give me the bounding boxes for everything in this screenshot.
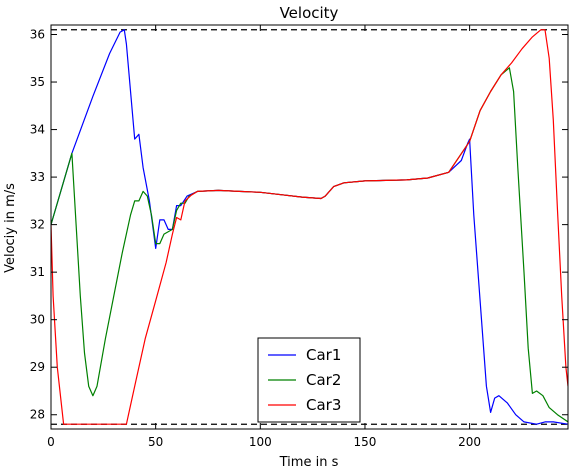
x-axis-label: Time in s xyxy=(279,455,339,470)
plot-frame xyxy=(50,24,569,430)
y-axis-label: Velociy in m/s xyxy=(3,183,18,273)
series-line-car3 xyxy=(51,29,568,425)
y-tick-label: 29 xyxy=(30,360,45,374)
chart-title: Velocity xyxy=(280,4,339,22)
y-tick-label: 28 xyxy=(30,408,45,422)
legend-label-car3: Car3 xyxy=(306,396,341,414)
axes: 0 50 100 150 200 28 29 30 31 32 33 34 35 36 xyxy=(30,24,569,449)
x-tick-label: 100 xyxy=(249,435,272,449)
x-tick-label: 0 xyxy=(47,435,55,449)
legend-label-car1: Car1 xyxy=(306,346,341,364)
legend: Car1 Car2 Car3 xyxy=(257,337,361,423)
legend-label-car2: Car2 xyxy=(306,371,341,389)
x-tick-label: 50 xyxy=(148,435,163,449)
y-tick-label: 35 xyxy=(30,75,45,89)
y-tick-label: 36 xyxy=(30,28,45,42)
y-tick-label: 32 xyxy=(30,218,45,232)
plot-area xyxy=(51,29,568,425)
x-tick-label: 200 xyxy=(458,435,481,449)
y-tick-label: 31 xyxy=(30,265,45,279)
y-tick-label: 34 xyxy=(30,123,45,137)
y-tick-label: 33 xyxy=(30,170,45,184)
y-tick-label: 30 xyxy=(30,313,45,327)
x-tick-label: 150 xyxy=(354,435,377,449)
